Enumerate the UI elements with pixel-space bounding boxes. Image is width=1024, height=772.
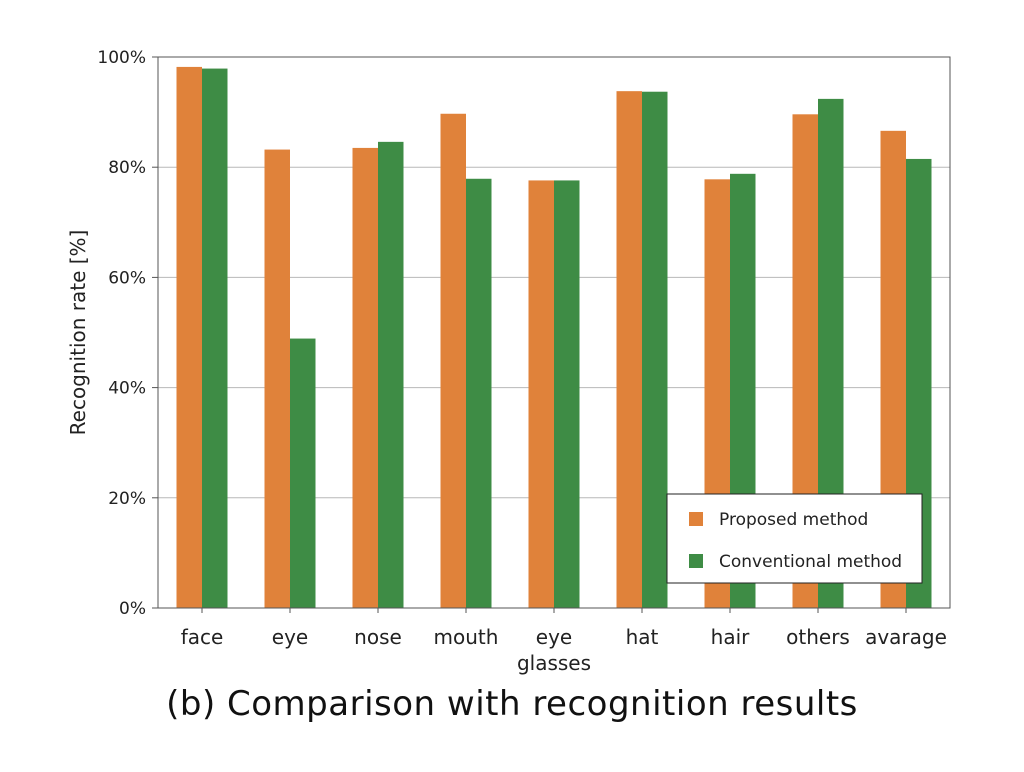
y-tick-label: 60% <box>108 268 146 288</box>
axes <box>152 56 951 613</box>
x-category-label: eye <box>272 625 308 649</box>
x-category-label: hair <box>711 625 750 649</box>
x-category-label: eye glasses <box>517 625 591 675</box>
y-axis-label-group: Recognition rate [%] <box>66 230 90 436</box>
x-category-label: nose <box>354 625 402 649</box>
y-tick-label: 100% <box>97 48 146 68</box>
bar-proposed <box>352 147 378 609</box>
y-tick-label: 80% <box>108 158 146 178</box>
x-category-label: avarage <box>865 625 947 649</box>
bar-proposed <box>176 66 202 609</box>
bar-conventional <box>378 141 404 608</box>
bar-conventional <box>290 338 316 608</box>
bar-proposed <box>264 149 290 608</box>
bar-conventional <box>554 180 580 608</box>
y-tick-labels: 0% 20% 40% 60% 80% 100% <box>97 48 146 619</box>
y-tick-label: 0% <box>119 599 146 619</box>
bar-proposed <box>528 180 554 608</box>
legend-box <box>666 493 923 584</box>
figure-caption: (b) Comparison with recognition results <box>166 684 858 724</box>
x-category-label: mouth <box>434 625 499 649</box>
bar-conventional <box>466 178 492 608</box>
x-category-label: others <box>786 625 850 649</box>
x-category-label: face <box>181 625 224 649</box>
legend-label-proposed: Proposed method <box>719 510 868 530</box>
legend-swatch-conventional <box>689 554 703 568</box>
legend-swatch-proposed <box>689 512 703 526</box>
y-tick-label: 40% <box>108 379 146 399</box>
x-category-label: hat <box>626 625 659 649</box>
bar-conventional <box>642 91 668 608</box>
y-tick-label: 20% <box>108 489 146 509</box>
bar-proposed <box>440 113 466 609</box>
y-axis-label: Recognition rate [%] <box>66 230 90 436</box>
legend-label-conventional: Conventional method <box>719 552 902 572</box>
legend: Proposed method Conventional method <box>666 493 923 584</box>
x-category-labels: face eye nose mouth eye glasses hat hair others a… <box>181 625 947 675</box>
bar-conventional <box>202 68 228 609</box>
bar-proposed <box>616 91 642 609</box>
